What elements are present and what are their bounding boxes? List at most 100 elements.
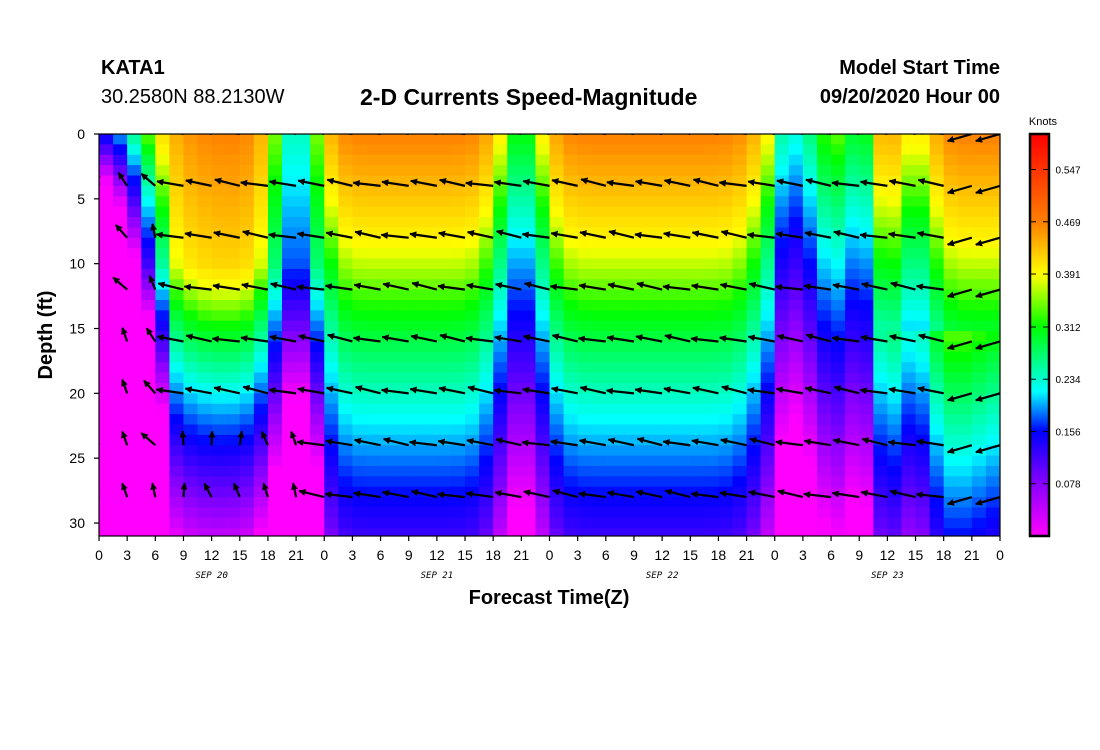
x-tick-label: 9	[630, 547, 638, 563]
current-vector	[324, 491, 353, 499]
current-vector	[946, 134, 973, 143]
x-tick-label: 9	[855, 547, 863, 563]
current-vector	[805, 177, 832, 187]
current-vector	[354, 385, 381, 395]
current-vector	[380, 387, 409, 395]
current-vector	[515, 134, 522, 136]
current-vector	[494, 489, 522, 499]
current-vector	[890, 281, 916, 291]
current-vector	[178, 134, 184, 136]
current-vector	[916, 438, 944, 447]
current-vector	[634, 178, 663, 187]
y-axis-label: Depth (ft)	[35, 291, 57, 380]
current-vector	[297, 178, 325, 187]
colorbar-gradient	[1028, 132, 1051, 538]
current-vector	[636, 436, 663, 447]
current-vector	[521, 231, 550, 239]
current-vector	[748, 489, 775, 499]
current-vector	[148, 275, 157, 291]
current-vector	[410, 333, 438, 343]
current-vector	[580, 177, 607, 187]
current-vector	[353, 490, 381, 499]
x-tick-label: 12	[204, 547, 220, 563]
current-vector	[578, 282, 606, 291]
current-vector	[140, 172, 157, 187]
current-vector	[240, 179, 269, 187]
current-vector	[465, 134, 494, 136]
current-vector	[663, 386, 691, 395]
current-vector	[776, 178, 804, 187]
current-vector	[662, 438, 691, 447]
y-axis: 0 5 10 15 20 25 30	[69, 126, 99, 531]
current-vector	[145, 327, 157, 343]
current-vector	[85, 122, 99, 134]
current-vector	[946, 288, 973, 299]
current-vector	[606, 179, 635, 187]
current-vector	[662, 230, 691, 239]
current-vector	[125, 134, 128, 135]
current-vector	[860, 334, 888, 343]
current-vector	[183, 283, 212, 291]
colorbar-tick-label: 0.469	[1055, 218, 1080, 229]
current-vector	[296, 283, 325, 291]
current-vector	[831, 335, 860, 343]
current-vectors	[85, 122, 1000, 506]
current-vector	[805, 333, 832, 343]
current-vector	[749, 437, 776, 447]
current-vector	[917, 177, 944, 187]
colorbar: Knots 0.078 0.156 0.234 0.312 0.391 0.469 0.54…	[1028, 116, 1081, 538]
current-vector	[184, 230, 212, 239]
current-vector	[495, 437, 522, 447]
current-vector	[579, 385, 607, 395]
current-vector	[721, 385, 747, 395]
current-vector	[153, 134, 156, 135]
current-vector	[691, 230, 719, 239]
current-vector	[467, 385, 494, 395]
current-vector	[777, 489, 804, 499]
current-vector	[775, 386, 804, 395]
current-vector	[690, 335, 719, 343]
current-vector	[946, 392, 973, 402]
current-vector	[324, 283, 353, 291]
current-vector	[494, 282, 522, 291]
current-vector	[946, 184, 973, 195]
current-vector	[888, 386, 916, 395]
current-vector	[381, 334, 409, 343]
current-vector	[409, 231, 438, 239]
x-tick-label: 18	[485, 547, 501, 563]
current-vector	[155, 386, 184, 395]
x-tick-label: 18	[260, 547, 276, 563]
current-vector	[466, 282, 494, 291]
current-vector	[436, 491, 466, 499]
current-vector	[465, 180, 494, 188]
current-vector	[776, 333, 804, 343]
current-vector	[382, 281, 409, 291]
current-vector	[380, 232, 409, 240]
y-tick-label: 15	[69, 321, 85, 337]
x-tick-label: 0	[320, 547, 328, 563]
current-vector	[99, 327, 101, 342]
current-vector	[290, 134, 297, 136]
current-vector	[664, 333, 691, 343]
current-vector	[550, 230, 578, 239]
current-vector	[410, 489, 438, 499]
x-axis-label: Forecast Time(Z)	[469, 587, 630, 609]
current-vector	[381, 489, 409, 499]
current-vector	[578, 490, 606, 499]
current-vector	[184, 386, 212, 395]
x-tick-label: 12	[654, 547, 670, 563]
current-vector	[523, 489, 550, 499]
y-tick-label: 5	[77, 191, 85, 207]
current-vector	[774, 283, 804, 291]
current-vector	[832, 437, 860, 447]
current-vector	[493, 179, 522, 187]
x-tick-label: 0	[95, 547, 103, 563]
current-vector	[718, 179, 747, 187]
current-vector	[607, 282, 635, 291]
current-vector	[859, 232, 888, 240]
current-vector	[522, 386, 550, 395]
current-vector	[915, 283, 944, 291]
current-vector	[212, 282, 240, 291]
colorbar-tick-label: 0.391	[1055, 270, 1080, 281]
current-vector	[552, 488, 578, 499]
